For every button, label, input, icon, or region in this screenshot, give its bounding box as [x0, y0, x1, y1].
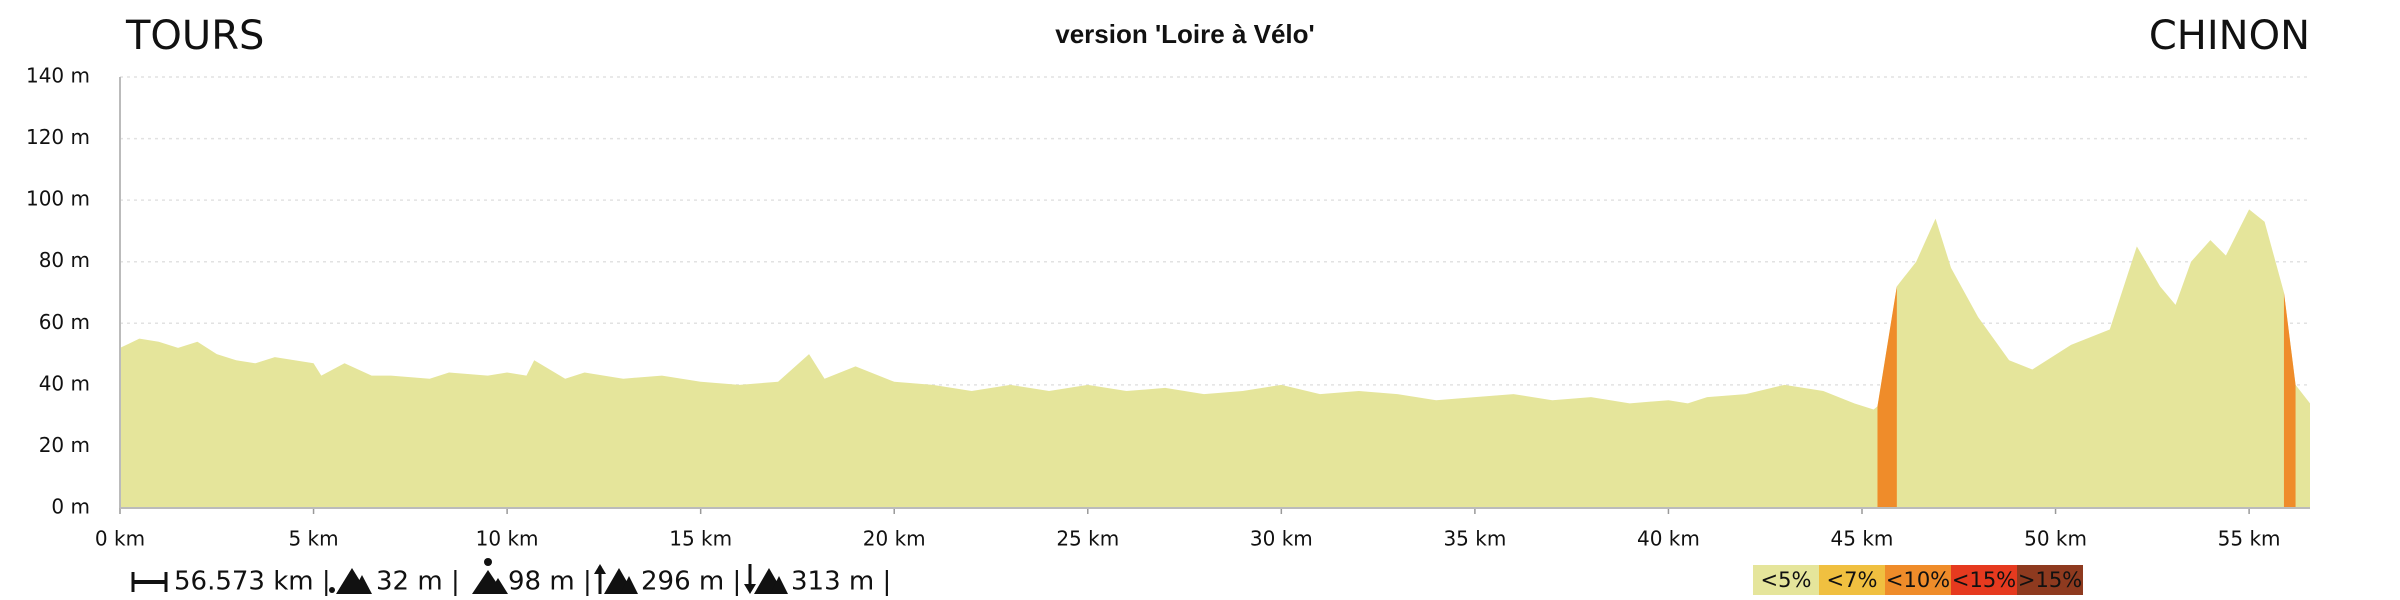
- start-label: TOURS: [125, 13, 264, 59]
- legend-label: <10%: [1886, 568, 1950, 592]
- ascent-icon: [594, 564, 638, 594]
- max-elevation-icon: [472, 558, 508, 594]
- x-tick-label: 55 km: [2218, 527, 2281, 551]
- x-tick-label: 5 km: [288, 527, 338, 551]
- x-tick-label: 10 km: [476, 527, 539, 551]
- min-elevation-icon: [329, 568, 372, 594]
- x-tick-label: 20 km: [863, 527, 926, 551]
- legend-swatch: [1753, 565, 1819, 595]
- x-tick-label: 40 km: [1637, 527, 1700, 551]
- stat-value: 296 m |: [641, 567, 741, 597]
- x-tick-label: 0 km: [95, 527, 145, 551]
- descent-icon: [744, 564, 788, 594]
- legend-swatch: [1819, 565, 1885, 595]
- legend-swatch: [2017, 565, 2083, 595]
- x-tick-label: 45 km: [1831, 527, 1894, 551]
- x-tick-label: 35 km: [1443, 527, 1506, 551]
- elevation-area: [120, 209, 2310, 508]
- y-tick-label: 80 m: [39, 248, 90, 272]
- y-tick-label: 120 m: [26, 125, 90, 149]
- legend-swatch: [1885, 565, 1951, 595]
- slope-segment: [2283, 292, 2296, 508]
- legend-label: <5%: [1761, 568, 1812, 592]
- x-tick-label: 15 km: [669, 527, 732, 551]
- legend-label: <15%: [1952, 568, 2016, 592]
- y-tick-label: 40 m: [39, 371, 90, 395]
- x-tick-label: 50 km: [2024, 527, 2087, 551]
- y-tick-label: 0 m: [51, 495, 90, 519]
- legend-swatch: [1951, 565, 2017, 595]
- y-tick-label: 20 m: [39, 433, 90, 457]
- y-tick-label: 100 m: [26, 187, 90, 211]
- y-tick-label: 140 m: [26, 64, 90, 88]
- legend-label: >15%: [2018, 568, 2082, 592]
- stat-value: 32 m |: [376, 567, 460, 597]
- legend-label: <7%: [1827, 568, 1878, 592]
- y-tick-label: 60 m: [39, 310, 90, 334]
- chart-title: version 'Loire à Vélo': [1055, 19, 1314, 49]
- end-label: CHINON: [2149, 13, 2310, 59]
- distance-icon: [131, 572, 168, 592]
- stat-icons: [131, 558, 788, 594]
- x-tick-label: 25 km: [1056, 527, 1119, 551]
- stat-value: 98 m |: [508, 567, 592, 597]
- slope-segment: [1877, 286, 1897, 508]
- x-tick-label: 30 km: [1250, 527, 1313, 551]
- stat-value: 56.573 km |: [174, 567, 331, 597]
- stat-value: 313 m |: [791, 567, 891, 597]
